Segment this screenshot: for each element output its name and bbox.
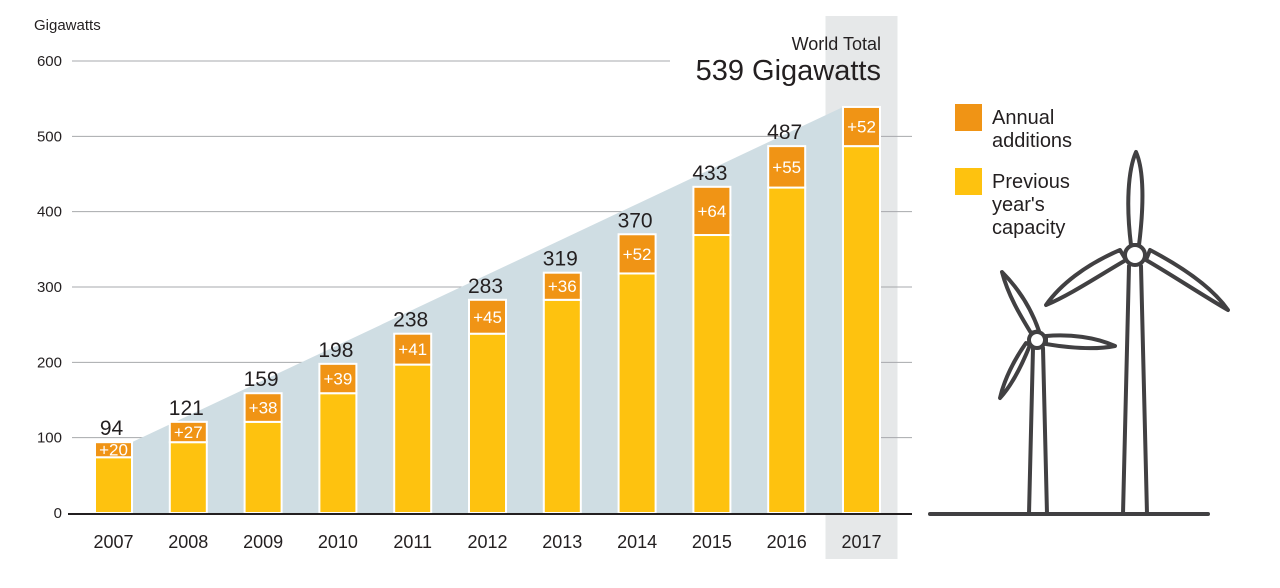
y-axis-ticks: 0 100 200 300 400 500 600 [37,53,62,522]
x-tick-label: 2013 [542,532,582,552]
bar-previous-capacity [767,186,807,514]
small-turbine-blade-down [998,341,1032,400]
y-tick-label: 100 [37,430,62,447]
bar-previous-capacity [617,272,657,514]
addition-label: +52 [847,118,876,137]
addition-label: +41 [398,340,427,359]
x-tick-label: 2009 [243,532,283,552]
y-tick-label: 0 [54,505,62,522]
addition-label: +64 [697,202,726,221]
bar-previous-capacity [393,363,433,514]
large-turbine-blade-right [1144,248,1230,312]
legend-label: Annual [992,107,1054,129]
small-turbine-blade-up [1000,270,1041,335]
addition-label: +39 [323,370,352,389]
addition-label: +27 [174,423,203,442]
bar-annual-addition [617,233,657,275]
large-turbine-blade-up [1126,150,1145,247]
legend-swatch [955,168,982,195]
x-tick-label: 2014 [617,532,657,552]
addition-label: +36 [548,277,577,296]
bar-annual-addition [692,185,732,237]
bar-previous-capacity [94,456,133,514]
x-tick-label: 2012 [467,532,507,552]
x-axis-ticks: 2007 2008 2009 2010 2011 2012 2013 2014 2015 2016… [93,532,881,552]
x-tick-label: 2011 [393,532,432,552]
addition-label: +55 [772,158,801,177]
bar-annual-addition [767,145,807,189]
addition-label: +45 [473,308,502,327]
total-label: 94 [100,417,124,440]
legend-label: additions [992,130,1072,152]
bar-previous-capacity [168,441,208,515]
total-label: 433 [692,162,727,185]
world-total-label: World Total [792,34,881,54]
small-turbine-blade-right [1044,333,1117,351]
y-tick-label: 500 [37,128,62,145]
wind-turbine-illustration [928,150,1230,516]
addition-label: +38 [249,399,278,418]
bar-annual-addition [94,441,133,459]
bar-annual-addition [542,271,582,301]
bar-previous-capacity [542,298,582,514]
world-total-value: 539 Gigawatts [696,55,881,87]
bar-annual-addition [243,392,283,423]
legend-label: year's [992,194,1045,216]
x-tick-label: 2008 [168,532,208,552]
total-label: 238 [393,309,428,332]
large-turbine-tower [1121,264,1149,516]
addition-label: +52 [623,245,652,264]
large-turbine-blade-left [1044,248,1128,307]
addition-label: +20 [99,441,128,460]
large-turbine-hub [1123,243,1147,267]
bar-annual-addition [318,362,358,395]
bar-annual-addition [468,298,507,335]
legend-label: capacity [992,217,1065,239]
y-tick-label: 600 [37,53,62,70]
y-tick-label: 200 [37,354,62,371]
bar-annual-addition [168,420,208,444]
y-tick-label: 300 [37,279,62,296]
x-tick-label: 2007 [93,532,133,552]
legend-swatch [955,104,982,131]
bar-previous-capacity [243,420,283,515]
total-label: 198 [318,339,353,362]
bar-annual-addition [842,105,881,148]
total-label: 370 [618,209,653,232]
x-tick-label: 2017 [841,532,881,552]
legend-label: Previous [992,171,1070,193]
y-tick-label: 400 [37,204,62,221]
bar-annual-addition [393,332,433,366]
bar-previous-capacity [468,332,507,514]
y-axis-label: Gigawatts [34,17,101,34]
x-tick-label: 2010 [318,532,358,552]
x-tick-label: 2015 [692,532,732,552]
x-tick-label: 2016 [767,532,807,552]
total-label: 121 [169,397,204,420]
bar-previous-capacity [318,392,358,514]
total-label: 319 [543,248,578,271]
bar-previous-capacity [842,145,881,514]
bar-previous-capacity [692,234,732,515]
total-label: 283 [468,275,503,298]
total-label: 159 [244,368,279,391]
small-turbine-tower [1027,346,1049,516]
total-label: 487 [767,121,802,144]
